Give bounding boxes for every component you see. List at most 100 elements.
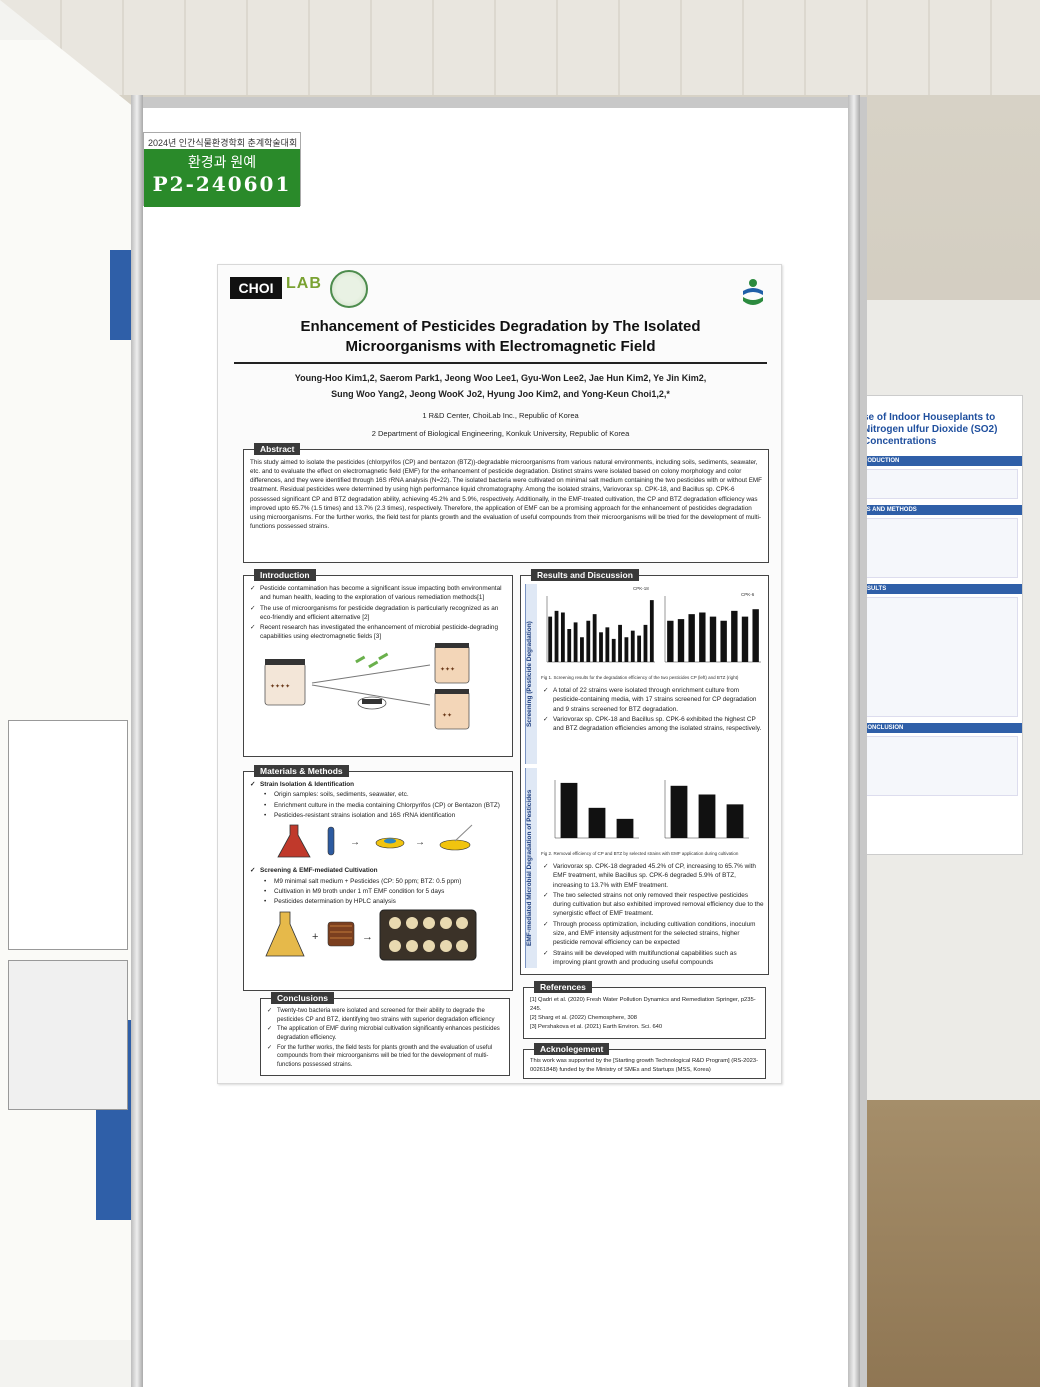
fig1-cp-bar (548, 616, 553, 662)
right-poster-intro-head: RODUCTION (859, 456, 1022, 466)
poster-code: P2-240601 (152, 172, 292, 196)
references-heading: References (534, 981, 592, 993)
left-poster-photo (8, 960, 128, 1110)
ceiling (0, 0, 1040, 95)
conclusions-box: Conclusions Twenty-two bacteria were iso… (260, 992, 510, 1076)
affiliation-1: 1 R&D Center, ChoiLab Inc., Republic of … (422, 411, 579, 420)
fig2-btz-bar (726, 804, 744, 838)
fig1-cp-bar (624, 637, 629, 662)
fig1-btz-bar (731, 610, 738, 662)
right-poster-conclusion-head: CONCLUSION (859, 723, 1022, 733)
fig2-btz-bar (698, 794, 716, 838)
fig1-btz-bar (699, 612, 706, 662)
methods-section1: Strain Isolation & Identification (250, 780, 506, 790)
conclusion-item: Twenty-two bacteria were isolated and sc… (267, 1007, 503, 1024)
title-divider (234, 362, 767, 364)
poster-title: Enhancement of Pesticides Degradation by… (238, 317, 763, 356)
right-poster-results-head: ESULTS (859, 584, 1022, 594)
introduction-item: Recent research has investigated the enh… (250, 623, 506, 642)
fig2-points: Variovorax sp. CPK-18 degraded 45.2% of … (543, 862, 764, 967)
fig2-point: Variovorax sp. CPK-18 degraded 45.2% of … (543, 862, 764, 890)
right-poster-methods-head: LS AND METHODS (859, 505, 1022, 515)
references-box: References [1] Qadri et al. (2020) Fresh… (523, 981, 766, 1039)
authors: Young-Hoo Kim1,2, Saerom Park1, Jeong Wo… (238, 371, 763, 403)
conference-name: 2024년 인간식물환경학회 춘계학술대회 (148, 138, 298, 148)
svg-text:✦✦✦✦: ✦✦✦✦ (270, 683, 290, 690)
fig1-cp-bar (560, 612, 565, 662)
conclusions-list: Twenty-two bacteria were isolated and sc… (267, 1007, 503, 1070)
conclusion-item: For the further works, the field tests f… (267, 1044, 503, 1070)
lab-logo: LAB (286, 275, 322, 292)
results-box: Results and Discussion Screening (Pestic… (520, 569, 769, 975)
abstract-text: This study aimed to isolate the pesticid… (250, 459, 762, 530)
fig2-point: Strains will be developed with multifunc… (543, 949, 764, 968)
acknowledgement-text: This work was supported by the [Starting… (530, 1058, 759, 1073)
svg-text:→: → (362, 931, 373, 943)
fig1-marker-right: CPK-6 (741, 592, 755, 597)
introduction-heading: Introduction (254, 569, 316, 581)
poster-paper: CHOI LAB Enhancement of Pesticides Degra… (217, 264, 782, 1084)
introduction-body: Pesticide contamination has become a sig… (244, 576, 512, 740)
fig1-btz-bar (709, 616, 717, 662)
methods-item: Origin samples: soils, sediments, seawat… (264, 790, 506, 800)
label-green-band: 환경과 원예 P2-240601 (144, 149, 300, 207)
fig1-point: A total of 22 strains were isolated thro… (543, 686, 764, 714)
poster-title-line2: Microorganisms with Electromagnetic Fiel… (345, 337, 656, 355)
fig1-cp-bar (643, 624, 648, 662)
fig2-cp-bar (588, 807, 606, 838)
svg-text:→: → (415, 837, 425, 848)
conclusions-body: Twenty-two bacteria were isolated and sc… (261, 999, 509, 1075)
category-label: 환경과 원예 (187, 154, 257, 170)
reference-item: [3] Pershakova et al. (2021) Earth Envir… (530, 1023, 663, 1030)
fig1-cp-bar (599, 632, 603, 662)
authors-line2: Sung Woo Yang2, Jeong WooK Jo2, Hyung Jo… (331, 388, 670, 399)
methods-section1-list: Origin samples: soils, sediments, seawat… (250, 790, 506, 820)
svg-text:✦✦: ✦✦ (442, 712, 452, 719)
right-poster-results-block (863, 597, 1018, 717)
ministry-logo-icon (743, 279, 763, 305)
fig1-caption: Fig 1. Screening results for the degrada… (541, 675, 739, 680)
fig1-cp-bar (611, 638, 616, 662)
right-pole (848, 95, 860, 1387)
fig1-cp-bar (586, 620, 591, 662)
university-seal-icon (330, 270, 368, 308)
affiliation-2: 2 Department of Biological Engineering, … (371, 429, 630, 438)
introduction-list: Pesticide contamination has become a sig… (250, 584, 506, 642)
fig2-cp-bar (560, 782, 578, 838)
methods-section2-title: Screening & EMF-mediated Cultivation (250, 866, 506, 876)
fig1-point: Variovorax sp. CPK-18 and Bacillus sp. C… (543, 715, 764, 734)
fig1-btz-bar (741, 616, 749, 662)
poster-title-line1: Enhancement of Pesticides Degradation by… (300, 318, 701, 335)
methods-box: Materials & Methods Strain Isolation & I… (243, 765, 513, 991)
fig1-cp-bar (554, 610, 559, 662)
right-poster-title: se of Indoor Houseplants to Nitrogen ulf… (863, 412, 998, 447)
references-list: [1] Qadri et al. (2020) Fresh Water Poll… (524, 988, 765, 1036)
fig1-cp-bar (592, 614, 597, 662)
fig1-btz-bar (688, 614, 695, 662)
introduction-box: Introduction Pesticide contamination has… (243, 569, 513, 757)
abstract-box: Abstract This study aimed to isolate the… (243, 443, 769, 563)
conclusion-item: The application of EMF during microbial … (267, 1025, 503, 1042)
conclusions-heading: Conclusions (271, 992, 335, 1004)
choi-logo: CHOI (230, 277, 282, 299)
methods-section2: Screening & EMF-mediated Cultivation (250, 866, 506, 876)
fig2-chart (554, 780, 749, 839)
emf-side-label: EMF-mediated Microbial Degradation of Pe… (525, 768, 537, 968)
methods-item: Cultivation in M9 broth under 1 mT EMF c… (264, 887, 506, 897)
fig2-point: The two selected strains not only remove… (543, 891, 764, 919)
fig2-caption: Fig 2. Removal efficiency of CP and BTZ … (541, 851, 739, 856)
fig1-cp-bar (649, 600, 654, 662)
fig1-discussion: A total of 22 strains were isolated thro… (541, 684, 766, 736)
fig1-chart: CPK-18 CPK-6 (546, 586, 761, 663)
acknowledgement-box: Acknolegement This work was supported by… (523, 1043, 766, 1079)
right-poster-methods-block (863, 518, 1018, 578)
right-adjacent-poster: se of Indoor Houseplants to Nitrogen ulf… (858, 395, 1023, 855)
acknowledgement-heading: Acknolegement (534, 1043, 610, 1055)
right-poster-conclusion-block (863, 736, 1018, 796)
fig1-marker-left: CPK-18 (633, 586, 649, 591)
fig1-cp-bar (573, 622, 578, 662)
results-heading: Results and Discussion (531, 569, 639, 581)
fig1-cp-bar (618, 624, 622, 662)
methods-item: Pesticides determination by HPLC analysi… (264, 897, 506, 907)
isolation-illustration: → → (277, 824, 473, 858)
